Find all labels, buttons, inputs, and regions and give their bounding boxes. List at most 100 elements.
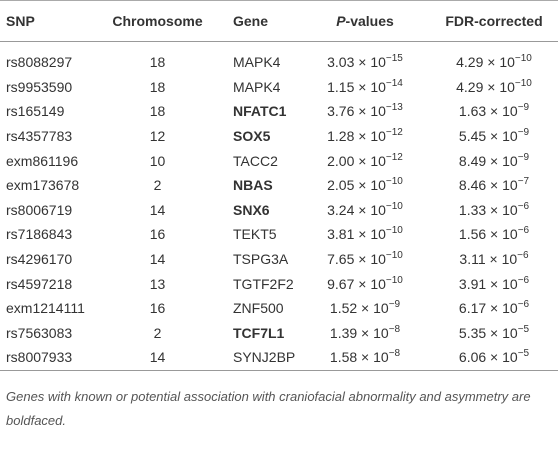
value-base: 2.05 × 10 (327, 177, 386, 194)
p-value-cell: 1.28 × 10−12 (300, 124, 430, 149)
footnote: Genes with known or potential associatio… (6, 388, 531, 428)
value-exponent: −10 (385, 176, 403, 188)
value-exponent: −6 (517, 225, 530, 237)
value-exponent: −6 (517, 200, 530, 212)
table-row: rs8088297 18 MAPK4 3.03 × 10−15 4.29 × 10−10 (0, 42, 558, 75)
chromosome-cell: 14 (149, 201, 166, 218)
fdr-cell: 3.11 × 10−6 (430, 247, 558, 272)
table-row: rs8006719 14 SNX6 3.24 × 10−10 1.33 × 10−6 (0, 198, 558, 223)
chromosome-cell: 16 (149, 300, 166, 317)
value-exponent: −9 (517, 102, 530, 114)
value-exponent: −8 (388, 348, 401, 360)
table-body: rs8088297 18 MAPK4 3.03 × 10−15 4.29 × 10 −10… (0, 42, 558, 371)
snp-cell: rs4597218 (6, 275, 73, 292)
table-row: rs7563083 2 TCF7L1 1.39 × 10−8 5.35 × 10−5 (0, 321, 558, 346)
value-base: 1.52 × 10 (329, 300, 389, 317)
value-exponent: −10 (385, 250, 403, 262)
value-base: 4.29 × 10 (456, 54, 515, 71)
snp-cell: rs8088297 (6, 54, 73, 71)
p-value-cell: 1.15 × 10−14 (300, 75, 430, 100)
chromosome-cell: 14 (149, 251, 166, 268)
value-exponent: −5 (517, 348, 530, 360)
table-row: rs8007933 14 SYNJ2BP 1.58 × 10−8 6.06 × 10−5 (0, 345, 558, 370)
snp-cell: exm1214111 (6, 300, 85, 317)
fdr-cell: 3.91 × 10−6 (430, 271, 558, 296)
snp-cell: rs7563083 (6, 324, 73, 341)
gene-cell: ZNF500 (233, 300, 284, 317)
chromosome-cell: 12 (149, 128, 166, 145)
table-row: rs4597218 13 TGTF2F2 9.67 × 10−10 3.91 × 10−… (0, 271, 558, 296)
header-text: FDR-corrected (445, 13, 543, 29)
value-base: 1.33 × 10 (458, 201, 518, 218)
value-exponent: −9 (517, 151, 530, 163)
table-row: rs4296170 14 TSPG3A 7.65 × 10−10 3.11 × 10−6 (0, 247, 558, 272)
gene-cell: TSPG3A (233, 251, 289, 268)
p-value-cell: 1.39 × 10−8 (300, 321, 430, 346)
chromosome-cell: 18 (149, 103, 166, 120)
data-table: SNP Chromosome Gene P-values FDR-corrected r… (0, 0, 558, 371)
value-base: 3.76 × 10 (327, 103, 386, 120)
value-exponent: −10 (514, 77, 532, 89)
gene-cell: TEKT5 (233, 226, 277, 243)
gene-cell: TACC2 (233, 152, 278, 169)
table-row: rs4357783 12 SOX5 1.28 × 10−12 5.45 × 10−9 (0, 124, 558, 149)
gene-cell: TGTF2F2 (233, 275, 294, 292)
value-exponent: −6 (517, 299, 530, 311)
value-base: 2.00 × 10 (327, 152, 386, 169)
value-exponent: −10 (385, 200, 403, 212)
table-row: rs165149 18 NFATC1 3.76 × 10−13 1.63 × 10−9 (0, 99, 558, 124)
value-base: 3.11 × 10 (459, 251, 518, 268)
fdr-cell: 5.45 × 10−9 (430, 124, 558, 149)
fdr-cell: 6.06 × 10−5 (430, 345, 558, 370)
value-base: 1.39 × 10 (329, 324, 389, 341)
value-base: 6.06 × 10 (458, 349, 518, 366)
header-text: Chromosome (112, 13, 203, 29)
gene-cell: SNX6 (233, 201, 270, 218)
p-value-cell: 9.67 × 10−10 (300, 271, 430, 296)
snp-cell: exm173678 (6, 177, 80, 194)
value-base: 8.49 × 10 (458, 152, 518, 169)
value-base: 3.91 × 10 (458, 275, 518, 292)
fdr-cell: 8.46 × 10−7 (430, 173, 558, 198)
value-exponent: −7 (517, 176, 530, 188)
fdr-cell: 1.56 × 10−6 (430, 222, 558, 247)
value-exponent: −15 (385, 53, 403, 65)
value-exponent: −5 (517, 323, 530, 335)
value-base: 3.03 × 10 (327, 54, 386, 71)
value-exponent: −6 (517, 250, 529, 262)
value-exponent: −10 (385, 274, 403, 286)
snp-cell: rs4296170 (6, 251, 73, 268)
chromosome-cell: 14 (149, 349, 166, 366)
value-base: 9.67 × 10 (327, 275, 386, 292)
snp-cell: rs4357783 (6, 128, 73, 145)
snp-cell: rs8006719 (6, 201, 73, 218)
p-value-cell: 2.05 × 10−10 (300, 173, 430, 198)
value-exponent: −12 (385, 127, 403, 139)
value-exponent: −10 (385, 225, 403, 237)
gene-cell: MAPK4 (233, 54, 281, 71)
value-exponent: −13 (385, 102, 403, 114)
value-exponent: −8 (388, 323, 401, 335)
p-value-cell: 2.00 × 10−12 (300, 148, 430, 173)
gene-cell: NFATC1 (233, 103, 287, 120)
value-base: 5.35 × 10 (458, 324, 518, 341)
gene-cell: MAPK4 (233, 78, 281, 95)
column-header: Gene (205, 0, 300, 42)
header-text: Gene (233, 13, 269, 29)
value-base: 1.28 × 10 (327, 128, 386, 145)
value-base: 1.63 × 10 (458, 103, 518, 120)
value-base: 1.15 × 10 (327, 78, 386, 95)
table-row: rs7186843 16 TEKT5 3.81 × 10−10 1.56 × 10−6 (0, 222, 558, 247)
chromosome-cell: 2 (153, 177, 162, 194)
column-header: Chromosome (110, 0, 205, 42)
p-value-cell: 7.65 × 10−10 (300, 247, 430, 272)
header-text: SNP (6, 13, 35, 29)
fdr-cell: 6.17 × 10−6 (430, 296, 558, 321)
value-exponent: −9 (388, 299, 401, 311)
value-base: 6.17 × 10 (458, 300, 518, 317)
chromosome-cell: 18 (149, 54, 166, 71)
value-base: 3.81 × 10 (327, 226, 386, 243)
snp-cell: exm861196 (6, 152, 79, 169)
value-base: 5.45 × 10 (458, 128, 518, 145)
value-exponent: −6 (517, 274, 530, 286)
